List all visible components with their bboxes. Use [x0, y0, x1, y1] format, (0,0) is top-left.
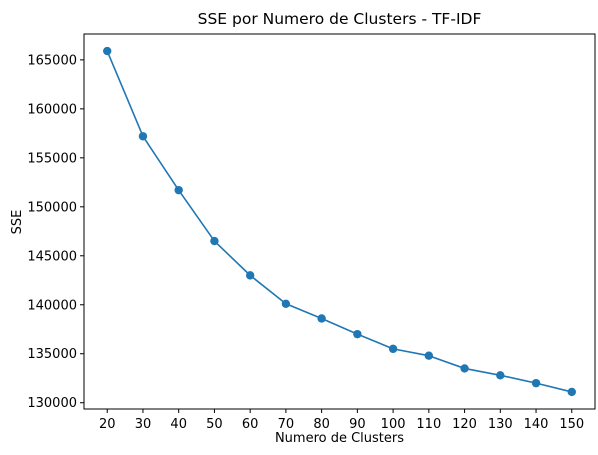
series-group — [103, 46, 576, 397]
data-point — [531, 378, 541, 388]
data-point — [424, 351, 434, 360]
y-tick-label: 150000 — [27, 200, 77, 215]
x-tick-label: 150 — [559, 417, 584, 432]
y-tick-label: 130000 — [27, 396, 77, 411]
data-point — [245, 271, 255, 280]
y-tick-label: 140000 — [27, 298, 77, 313]
data-point — [460, 364, 469, 373]
x-axis-label: Numero de Clusters — [275, 431, 404, 446]
data-point — [353, 329, 362, 339]
x-axis-ticks: 20 30 40 50 60 70 80 90 100 110 120 130 140 150 — [99, 409, 584, 432]
y-axis-ticks: 130000 135000 140000 145000 150000 155000 1600… — [27, 53, 84, 411]
data-point — [317, 314, 326, 323]
data-point — [103, 46, 112, 56]
chart-title: SSE por Numero de Clusters - TF-IDF — [198, 10, 482, 28]
y-tick-label: 165000 — [27, 53, 77, 68]
x-tick-label: 70 — [278, 417, 295, 432]
data-point — [210, 236, 219, 246]
y-axis-label: SSE — [10, 210, 25, 235]
data-point — [138, 132, 148, 141]
x-tick-label: 130 — [488, 417, 513, 432]
data-point — [496, 371, 505, 380]
data-point — [567, 387, 576, 397]
x-tick-label: 80 — [313, 417, 330, 432]
plot-frame — [83, 33, 596, 410]
x-tick-label: 20 — [99, 417, 116, 432]
x-tick-label: 60 — [242, 417, 259, 432]
y-tick-label: 135000 — [27, 347, 77, 362]
y-tick-label: 155000 — [27, 151, 77, 166]
x-tick-label: 90 — [349, 417, 366, 432]
y-tick-label: 160000 — [27, 102, 77, 117]
x-tick-label: 40 — [170, 417, 187, 432]
data-point — [174, 185, 183, 195]
y-tick-label: 145000 — [27, 249, 77, 264]
data-point — [388, 344, 398, 354]
series-line — [106, 50, 572, 393]
x-tick-label: 30 — [135, 417, 152, 432]
x-tick-label: 120 — [452, 417, 477, 432]
x-tick-label: 110 — [416, 417, 441, 432]
x-tick-label: 50 — [206, 417, 223, 432]
x-tick-label: 100 — [381, 417, 406, 432]
data-point — [281, 299, 291, 308]
x-tick-label: 140 — [524, 417, 549, 432]
